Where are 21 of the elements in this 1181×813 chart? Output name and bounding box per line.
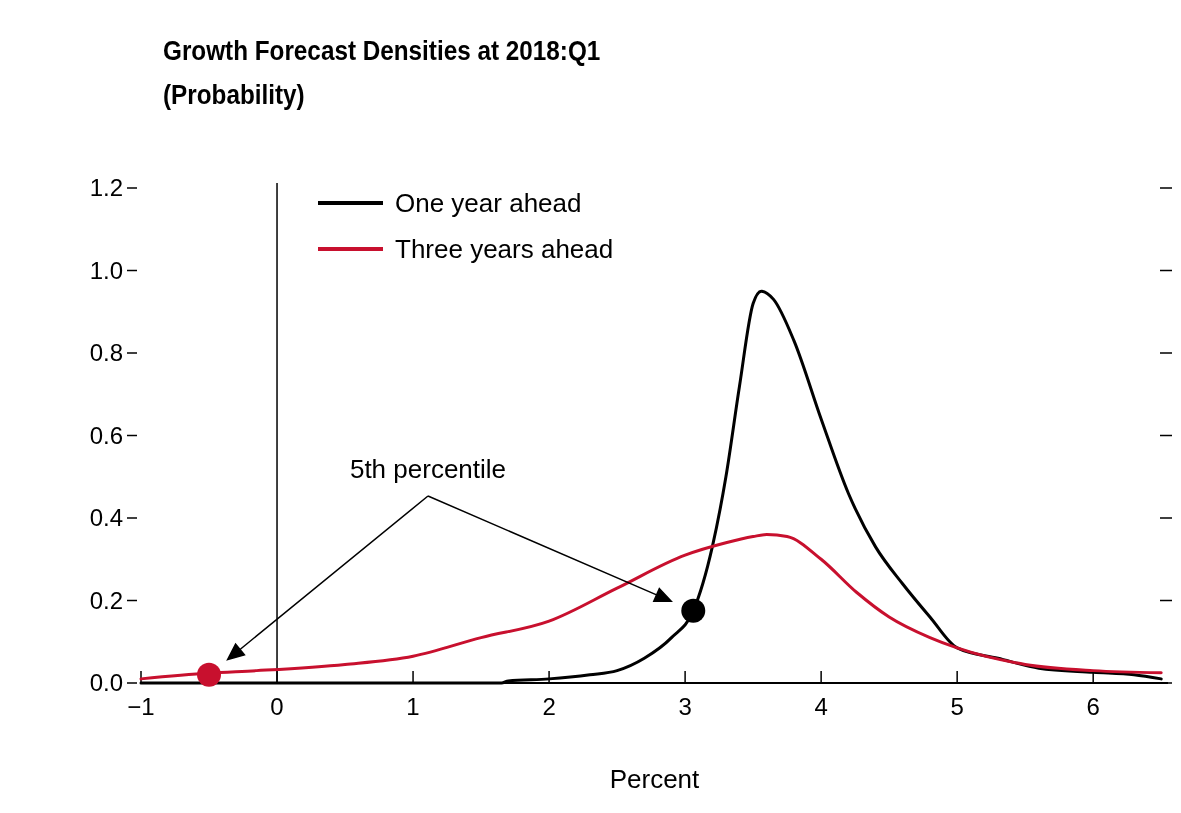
x-tick-label: 5	[950, 693, 964, 720]
x-tick-label: 2	[542, 693, 556, 720]
x-tick-label: 3	[678, 693, 692, 720]
x-tick-label: 4	[814, 693, 828, 720]
x-tick-label: 6	[1086, 693, 1100, 720]
chart-subtitle: (Probability)	[163, 79, 305, 110]
y-tick-label: 1.2	[89, 174, 123, 201]
legend-label: One year ahead	[395, 188, 582, 218]
chart-title: Growth Forecast Densities at 2018:Q1	[163, 35, 601, 66]
x-axis-title: Percent	[609, 764, 701, 794]
y-tick-label: 0.8	[89, 339, 123, 366]
x-tick-label: −1	[127, 693, 155, 720]
y-tick-label: 1.0	[89, 256, 123, 284]
y-tick-label: 0.2	[89, 586, 123, 614]
annotation: 5th percentile	[349, 454, 507, 484]
legend-label: Three years ahead	[395, 234, 614, 264]
y-tick-label: 0.4	[89, 504, 123, 531]
x-tick-label: 0	[270, 693, 284, 720]
y-tick-label: 0.0	[89, 669, 123, 696]
y-tick-label: 0.6	[89, 421, 123, 449]
x-tick-label: 1	[406, 693, 420, 720]
